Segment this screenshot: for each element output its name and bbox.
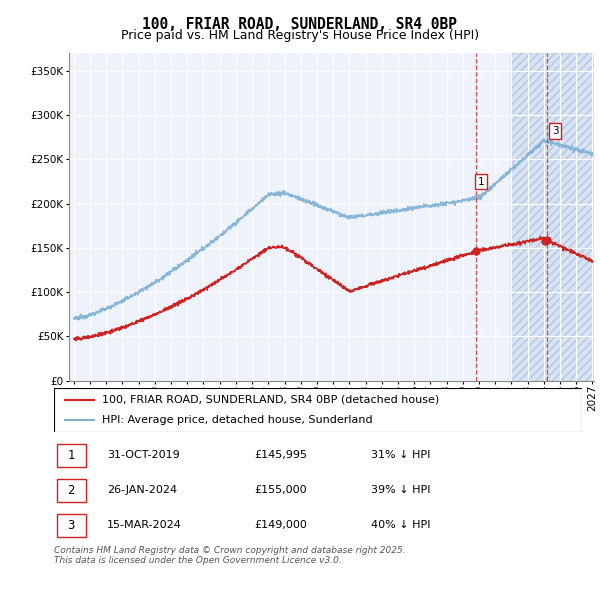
- Text: 26-JAN-2024: 26-JAN-2024: [107, 486, 177, 495]
- Bar: [56, 444, 86, 467]
- Text: Contains HM Land Registry data © Crown copyright and database right 2025.
This d: Contains HM Land Registry data © Crown c…: [54, 546, 406, 565]
- Text: 3: 3: [67, 519, 75, 532]
- Text: Price paid vs. HM Land Registry's House Price Index (HPI): Price paid vs. HM Land Registry's House …: [121, 30, 479, 42]
- Bar: [56, 479, 86, 502]
- Text: 3: 3: [552, 126, 559, 136]
- Text: 100, FRIAR ROAD, SUNDERLAND, SR4 0BP: 100, FRIAR ROAD, SUNDERLAND, SR4 0BP: [143, 17, 458, 31]
- Bar: [56, 514, 86, 537]
- Text: 15-MAR-2024: 15-MAR-2024: [107, 520, 182, 530]
- Text: 2: 2: [67, 484, 75, 497]
- Text: 100, FRIAR ROAD, SUNDERLAND, SR4 0BP (detached house): 100, FRIAR ROAD, SUNDERLAND, SR4 0BP (de…: [101, 395, 439, 405]
- Bar: [511, 53, 594, 381]
- Text: 39% ↓ HPI: 39% ↓ HPI: [371, 486, 430, 495]
- Text: 1: 1: [478, 176, 484, 186]
- Bar: [511, 53, 594, 381]
- Text: £149,000: £149,000: [254, 520, 308, 530]
- Text: £145,995: £145,995: [254, 450, 308, 460]
- Text: 40% ↓ HPI: 40% ↓ HPI: [371, 520, 430, 530]
- Text: £155,000: £155,000: [254, 486, 307, 495]
- Text: 31-OCT-2019: 31-OCT-2019: [107, 450, 179, 460]
- Text: 1: 1: [67, 448, 75, 462]
- Text: HPI: Average price, detached house, Sunderland: HPI: Average price, detached house, Sund…: [101, 415, 372, 425]
- Text: 31% ↓ HPI: 31% ↓ HPI: [371, 450, 430, 460]
